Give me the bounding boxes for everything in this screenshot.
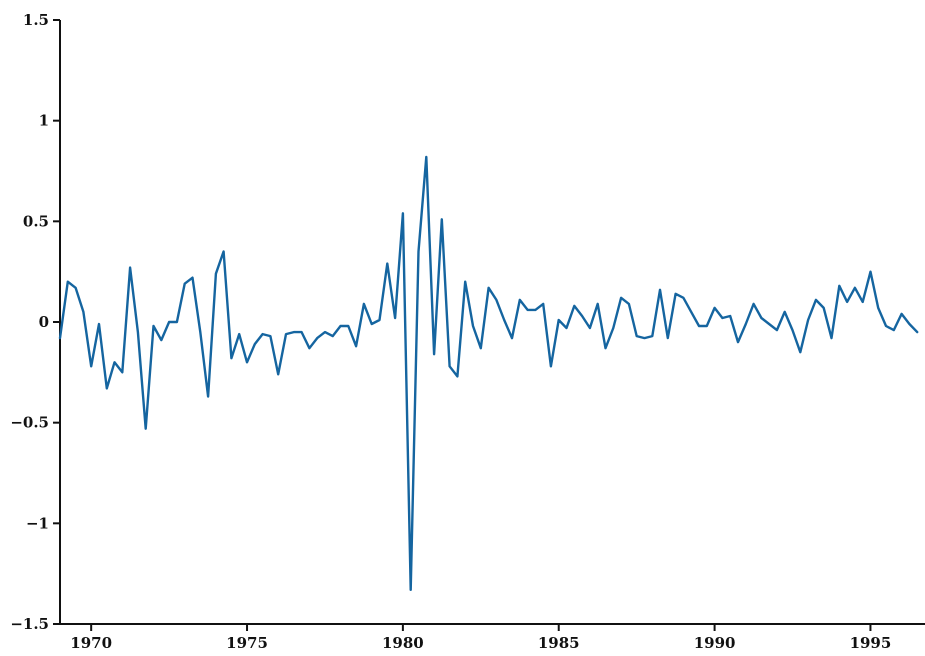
y-tick-label: 0.5 xyxy=(23,212,49,230)
series-layer xyxy=(58,155,919,591)
x-ticks: 1970 1975 1980 1985 1990 1995 xyxy=(70,624,891,652)
y-tick-label: 1 xyxy=(39,112,49,130)
y-tick-label: −1.5 xyxy=(10,615,49,633)
y-tick-label: −1 xyxy=(26,514,49,532)
x-tick-label: 1985 xyxy=(538,634,580,652)
series-line xyxy=(58,155,919,591)
x-axis: 1970 1975 1980 1985 1990 1995 xyxy=(59,623,925,652)
y-axis: 1.5 1 0.5 0 −0.5 −1 −1.5 xyxy=(10,11,61,633)
y-tick-label: 0 xyxy=(39,313,49,331)
y-ticks: 1.5 1 0.5 0 −0.5 −1 −1.5 xyxy=(10,11,60,633)
y-tick-label: −0.5 xyxy=(10,414,49,432)
x-tick-label: 1995 xyxy=(850,634,892,652)
x-tick-label: 1980 xyxy=(382,634,424,652)
x-tick-label: 1990 xyxy=(694,634,736,652)
x-tick-label: 1975 xyxy=(226,634,268,652)
y-tick-label: 1.5 xyxy=(23,11,49,29)
x-tick-label: 1970 xyxy=(70,634,112,652)
